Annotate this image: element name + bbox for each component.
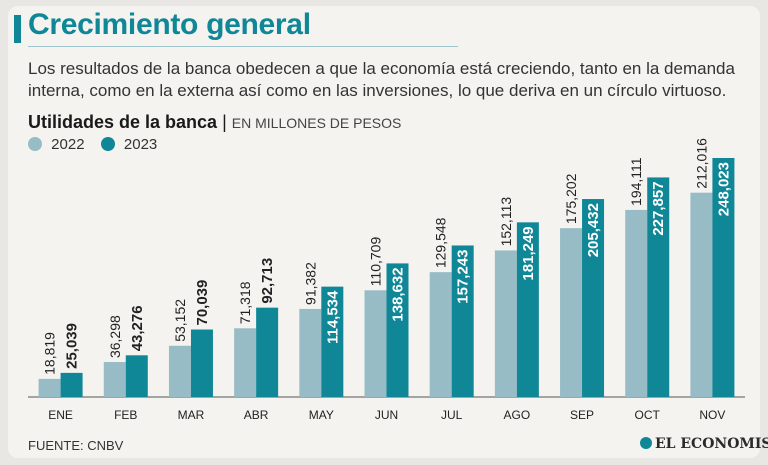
tick-label-jun: JUN xyxy=(375,408,398,422)
data-label-2023-sep: 205,432 xyxy=(585,203,602,257)
bar-2023-may xyxy=(321,286,344,397)
data-label-2023-mar: 70,039 xyxy=(194,280,211,326)
brand-name: EL ECONOMISTA xyxy=(655,436,768,452)
bar-2023-feb xyxy=(125,355,148,397)
legend-dot-2022 xyxy=(28,137,42,151)
chart-unit: EN MILLONES DE PESOS xyxy=(231,115,402,131)
data-label-2022-ene: 18,819 xyxy=(42,332,58,375)
data-label-2022-may: 91,382 xyxy=(302,262,318,305)
data-label-2023-ene: 25,039 xyxy=(64,323,81,369)
title-separator: | xyxy=(222,112,232,132)
data-label-2023-oct: 227,857 xyxy=(650,181,667,235)
data-label-2022-abr: 71,318 xyxy=(237,281,253,324)
data-label-2023-may: 114,534 xyxy=(324,290,341,344)
bar-2022-oct xyxy=(625,209,648,397)
bar-2023-ago xyxy=(516,222,539,397)
data-label-2023-feb: 43,276 xyxy=(129,305,146,351)
tick-label-ago: AGO xyxy=(504,408,531,422)
bar-2023-nov xyxy=(712,157,735,397)
bar-2022-jul xyxy=(429,272,452,397)
bar-2022-ene xyxy=(38,378,61,397)
page-title: Crecimiento general xyxy=(28,8,311,41)
data-label-2022-jul: 129,548 xyxy=(433,217,449,268)
data-label-2023-abr: 92,713 xyxy=(259,258,276,304)
description: Los resultados de la banca obedecen a qu… xyxy=(28,59,735,100)
data-label-2022-jun: 110,709 xyxy=(368,237,384,287)
bar-2023-jun xyxy=(386,263,409,397)
tick-label-abr: ABR xyxy=(244,408,269,422)
legend-item-2022: 2022 xyxy=(28,136,85,153)
bar-2023-mar xyxy=(190,329,213,397)
bar-2022-ago xyxy=(494,250,517,397)
data-label-2022-mar: 53,152 xyxy=(172,299,188,342)
bar-2023-ene xyxy=(60,372,83,397)
chart-title-row: Utilidades de la banca | EN MILLONES DE … xyxy=(28,112,401,133)
data-label-2023-ago: 181,249 xyxy=(520,226,537,280)
bar-2022-jun xyxy=(364,290,387,397)
tick-label-oct: OCT xyxy=(635,408,661,422)
chart-legend: 2022 2023 xyxy=(28,136,169,153)
data-label-2022-nov: 212,016 xyxy=(693,138,709,189)
bar-2022-sep xyxy=(560,228,583,397)
bar-2022-mar xyxy=(168,345,191,397)
tick-label-ene: ENE xyxy=(48,408,73,422)
bar-2022-nov xyxy=(690,192,713,397)
bar-2023-jul xyxy=(451,245,474,397)
bar-2022-may xyxy=(299,308,322,397)
data-label-2022-oct: 194,111 xyxy=(628,157,644,206)
data-label-2022-ago: 152,113 xyxy=(498,197,514,247)
bar-2022-abr xyxy=(234,328,257,397)
legend-label-2023: 2023 xyxy=(123,136,158,153)
data-label-2023-jul: 157,243 xyxy=(455,249,472,303)
title-divider xyxy=(28,46,458,47)
data-label-2022-feb: 36,298 xyxy=(107,315,123,358)
data-label-2023-jun: 138,632 xyxy=(390,267,407,321)
bar-2023-sep xyxy=(582,199,605,397)
legend-dot-2023 xyxy=(100,137,115,151)
source-note: FUENTE: CNBV xyxy=(28,438,124,453)
brand-mark-icon xyxy=(640,437,652,449)
bar-2023-abr xyxy=(256,307,279,397)
tick-label-nov: NOV xyxy=(699,408,725,422)
chart-title: Utilidades de la banca xyxy=(28,112,218,132)
tick-label-may: MAY xyxy=(309,408,334,422)
data-label-2023-nov: 248,023 xyxy=(715,162,732,216)
legend-item-2023: 2023 xyxy=(100,136,158,153)
legend-label-2022: 2022 xyxy=(51,136,85,153)
tick-label-mar: MAR xyxy=(178,408,205,422)
tick-label-feb: FEB xyxy=(114,408,137,422)
title-accent-bar xyxy=(14,15,21,43)
tick-label-jul: JUL xyxy=(441,408,463,422)
tick-label-sep: SEP xyxy=(570,408,594,422)
bar-2022-feb xyxy=(103,362,126,397)
brand-logo: EL ECONOMISTA xyxy=(640,436,768,452)
bar-2023-oct xyxy=(647,177,670,397)
data-label-2022-sep: 175,202 xyxy=(563,173,579,224)
